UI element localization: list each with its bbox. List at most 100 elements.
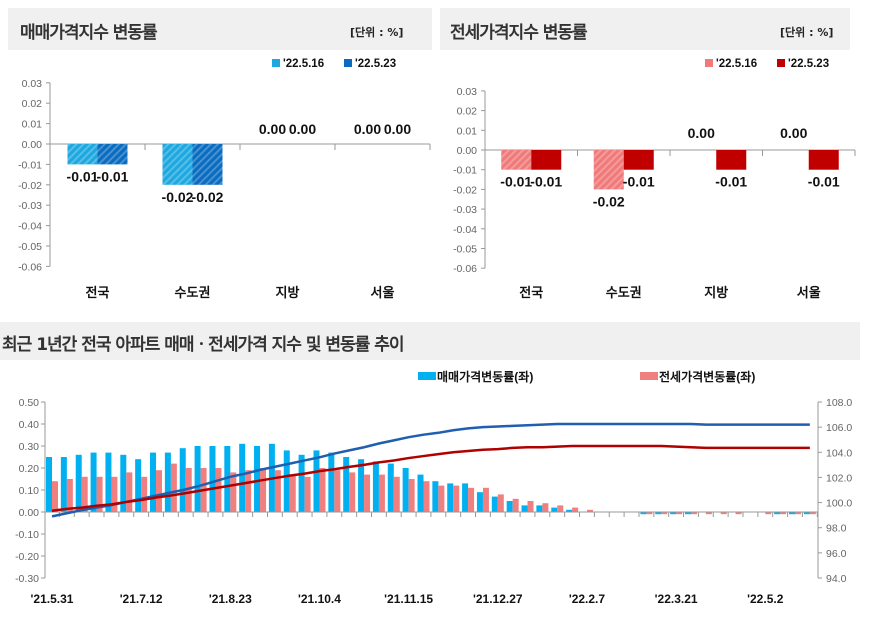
trend-left-tick: 0.10	[19, 485, 40, 497]
jeonse-rate-bar	[557, 505, 564, 512]
trend-right-tick: 106.0	[826, 422, 852, 434]
trend-right-tick: 96.0	[826, 548, 847, 560]
trend-left-tick: 0.40	[19, 419, 40, 431]
jeonse-rate-bar	[809, 512, 816, 515]
jeonse-bar	[531, 150, 562, 170]
sale-rate-bar	[120, 454, 127, 512]
jeonse-rate-bar	[245, 470, 252, 512]
sale-y-tick: 0.00	[22, 139, 43, 151]
sale-rate-bar	[75, 454, 82, 512]
jeonse-data-label: 0.00	[688, 125, 715, 141]
sale-rate-bar	[105, 452, 112, 512]
sale-legend-label: '22.5.16	[283, 58, 324, 70]
sale-legend-label: '22.5.23	[355, 58, 396, 70]
sale-rate-bar	[521, 505, 528, 512]
jeonse-category-label: 수도권	[606, 285, 642, 300]
sale-rate-bar	[209, 446, 216, 512]
jeonse-data-label: -0.01	[715, 174, 747, 190]
sale-data-label: 0.00	[354, 121, 381, 137]
sale-rate-bar	[803, 512, 810, 515]
jeonse-rate-bar	[141, 476, 148, 512]
jeonse-rate-bar	[274, 470, 281, 512]
jeonse-rate-bar	[408, 479, 415, 512]
sale-chart-title: 매매가격지수 변동률	[20, 23, 158, 43]
jeonse-rate-bar	[393, 476, 400, 512]
trend-left-tick: -0.10	[15, 529, 39, 541]
sale-rate-bar	[417, 474, 424, 512]
jeonse-y-tick: -0.03	[453, 204, 477, 216]
jeonse-rate-bar	[81, 476, 88, 512]
jeonse-rate-bar	[646, 512, 653, 515]
trend-legend-label: 매매가격변동률(좌)	[437, 369, 533, 384]
jeonse-rate-bar	[126, 472, 133, 512]
jeonse-y-tick: 0.03	[457, 86, 478, 98]
jeonse-rate-bar	[468, 487, 475, 512]
sale-y-tick: -0.05	[18, 241, 42, 253]
jeonse-title-bar	[440, 8, 850, 50]
jeonse-rate-bar	[52, 481, 58, 512]
sale-rate-bar	[224, 446, 231, 512]
trend-right-tick: 100.0	[826, 498, 852, 510]
jeonse-rate-bar	[780, 512, 787, 515]
trend-left-tick: -0.30	[15, 573, 39, 585]
jeonse-y-tick: 0.00	[457, 145, 478, 157]
jeonse-rate-bar	[497, 494, 504, 512]
sale-rate-bar	[343, 457, 350, 512]
sale-rate-bar	[670, 512, 677, 515]
jeonse-rate-bar	[438, 485, 445, 512]
sale-rate-bar	[387, 463, 394, 512]
jeonse-rate-bar	[349, 472, 356, 512]
jeonse-y-tick: -0.05	[453, 244, 477, 256]
sale-y-tick: -0.02	[18, 180, 42, 192]
jeonse-legend-label: '22.5.23	[788, 58, 829, 70]
sale-rate-bar	[60, 457, 67, 512]
sale-unit-label: [단위 : %]	[350, 26, 404, 39]
jeonse-rate-bar	[378, 474, 385, 512]
jeonse-chart-title: 전세가격지수 변동률	[450, 23, 588, 43]
sale-category-label: 서울	[371, 285, 395, 300]
jeonse-rate-bar	[304, 476, 311, 512]
jeonse-legend-swatch	[705, 59, 713, 67]
sale-bar-hatch	[162, 144, 193, 185]
jeonse-rate-bar	[586, 509, 593, 512]
jeonse-rate-bar	[185, 468, 192, 512]
jeonse-rate-bar	[170, 463, 177, 512]
trend-x-tick: '21.11.15	[384, 592, 433, 606]
jeonse-rate-bar	[453, 485, 460, 512]
sale-rate-bar	[254, 446, 261, 512]
sale-data-label: -0.01	[97, 168, 129, 184]
sale-rate-bar	[684, 512, 691, 515]
sale-rate-bar	[566, 509, 573, 512]
jeonse-rate-bar	[572, 507, 579, 512]
jeonse-rate-bar	[319, 468, 326, 512]
jeonse-bar	[716, 150, 747, 170]
jeonse-rate-bar	[795, 512, 801, 515]
trend-x-tick: '22.3.21	[655, 592, 698, 606]
jeonse-rate-bar	[676, 512, 683, 515]
jeonse-unit-label: [단위 : %]	[780, 26, 834, 39]
sale-rate-bar	[447, 483, 454, 512]
sale-rate-bar	[283, 450, 290, 512]
jeonse-rate-bar	[215, 468, 222, 512]
sale-category-label: 지방	[276, 285, 300, 300]
jeonse-data-label: -0.01	[623, 174, 655, 190]
sale-category-label: 전국	[86, 285, 110, 300]
jeonse-index-line	[51, 444, 810, 512]
trend-left-tick: -0.20	[15, 551, 39, 563]
trend-right-tick: 94.0	[826, 573, 847, 585]
jeonse-bar	[623, 150, 654, 170]
jeonse-rate-bar	[230, 472, 237, 512]
sale-rate-bar	[476, 492, 483, 512]
sale-data-label: -0.02	[192, 189, 224, 205]
trend-right-tick: 104.0	[826, 447, 852, 459]
sale-rate-bar	[551, 507, 558, 512]
sale-y-tick: -0.03	[18, 200, 42, 212]
jeonse-rate-bar	[527, 501, 534, 512]
trend-left-tick: 0.30	[19, 441, 40, 453]
sale-y-tick: 0.01	[22, 119, 43, 131]
sale-y-tick: -0.06	[18, 261, 42, 273]
jeonse-rate-bar	[423, 481, 430, 512]
jeonse-rate-bar	[542, 503, 549, 512]
jeonse-category-label: 전국	[519, 285, 543, 300]
sale-y-tick: -0.01	[18, 159, 42, 171]
